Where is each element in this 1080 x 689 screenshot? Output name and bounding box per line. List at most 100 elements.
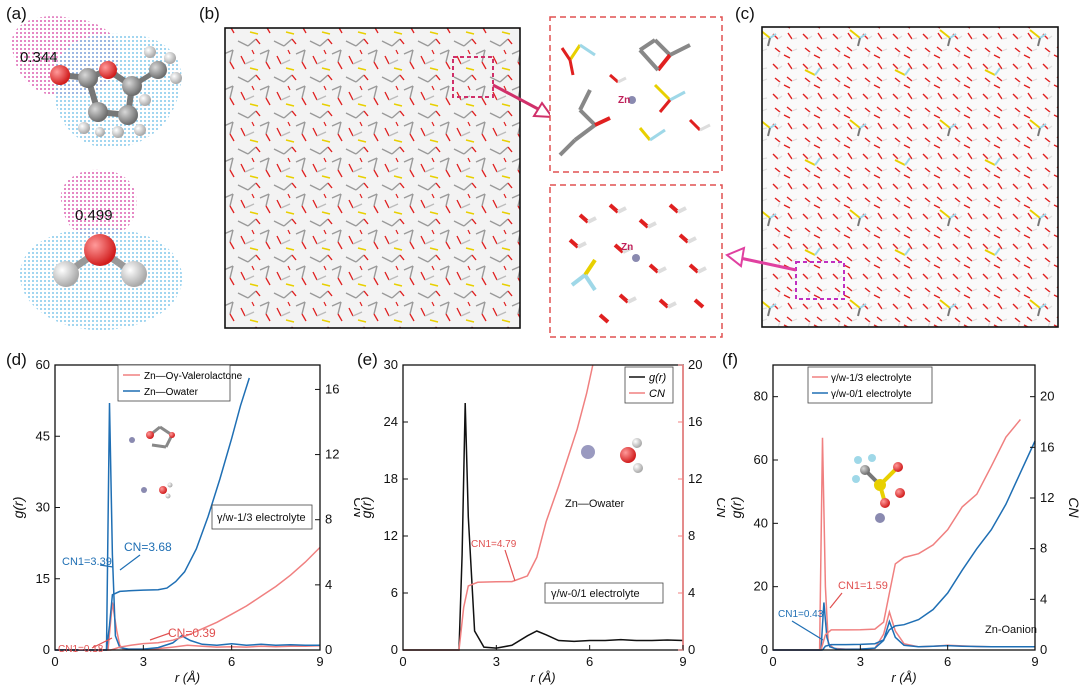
chart-d-xtick-label-1: 3 bbox=[140, 654, 147, 669]
chart-e-xtick-label-0: 0 bbox=[399, 654, 406, 669]
chart-d-inset-molecules bbox=[129, 425, 175, 499]
panel-label-d: (d) bbox=[6, 350, 27, 369]
panel-label-b: (b) bbox=[199, 4, 220, 23]
legend-d-1: Zn—Oγ-Valerolactone bbox=[144, 371, 243, 382]
water-esp-value: 0.499 bbox=[75, 207, 113, 224]
zoom-inset-top bbox=[549, 16, 723, 173]
chart-e-series-1 bbox=[403, 364, 594, 651]
chart-f-y2tick-label-4: 16 bbox=[1040, 439, 1054, 454]
chart-d-y2tick-label-4: 16 bbox=[325, 381, 339, 396]
chart-f-ytick-label-0: 0 bbox=[761, 642, 768, 657]
gvl-esp-positive-surface bbox=[55, 33, 182, 149]
chart-e-y2tick-label-2: 8 bbox=[688, 528, 695, 543]
chart-d-series-2 bbox=[55, 546, 321, 651]
chart-f-series-2 bbox=[773, 419, 1021, 651]
md-box-gvl-water bbox=[225, 28, 520, 328]
chart-f-y2tick-label-0: 0 bbox=[1040, 642, 1047, 657]
chart-e-frame bbox=[402, 364, 684, 651]
chart-e-pair-label: Zn—Owater bbox=[565, 498, 625, 510]
chart-d-xlabel: r (Å) bbox=[175, 670, 200, 685]
md-box-water-frame bbox=[761, 26, 1059, 328]
chart-d-arrow-4 bbox=[149, 632, 171, 641]
chart-f-y2tick-label-1: 4 bbox=[1040, 591, 1047, 606]
chart-f-arrow-2 bbox=[791, 620, 824, 641]
chart-d-y2tick-label-0: 0 bbox=[325, 642, 332, 657]
zoom-arrow-b bbox=[492, 83, 541, 112]
chart-d-series-0 bbox=[55, 602, 321, 651]
chart-f-ytick-label-2: 40 bbox=[754, 515, 768, 530]
chart-d-ytick-label-3: 45 bbox=[36, 428, 50, 443]
chart-e-ytick-label-3: 18 bbox=[384, 471, 398, 486]
chart-f-ann-cn1-blue: CN1=0.43 bbox=[778, 609, 824, 620]
chart-f-inset-anion bbox=[852, 454, 905, 523]
chart-e-y2tick-label-5: 20 bbox=[688, 357, 702, 372]
zoom-inset-bottom-molecules bbox=[568, 203, 707, 324]
chart-e-xtick-label-1: 3 bbox=[493, 654, 500, 669]
md-box-gvl-water-frame bbox=[224, 27, 521, 329]
chart-d-arrow-1 bbox=[99, 564, 114, 568]
chart-d-series-1 bbox=[55, 402, 320, 651]
chart-f-series-3 bbox=[773, 440, 1036, 651]
chart-e-xlabel: r (Å) bbox=[530, 670, 555, 685]
chart-e-y2tick-label-3: 12 bbox=[688, 471, 702, 486]
chart-d-series-3 bbox=[55, 377, 251, 651]
chart-f-arrow-1 bbox=[829, 592, 843, 609]
chart-d-ann-cn-gvl: CN=0.39 bbox=[168, 626, 216, 640]
chart-e-ytick-label-2: 12 bbox=[384, 528, 398, 543]
water-molecule bbox=[53, 234, 147, 287]
chart-f-y2label: CN bbox=[1066, 497, 1080, 518]
chart-d-ann-cn1-gvl: CN1=0.18 bbox=[58, 644, 104, 655]
chart-f-legend: γ/w-1/3 electrolyte γ/w-0/1 electrolyte bbox=[807, 366, 933, 404]
chart-d-ytick-label-0: 0 bbox=[43, 642, 50, 657]
zn-label-bottom: Zn bbox=[621, 242, 633, 253]
chart-d-legend: Zn—Oγ-Valerolactone Zn—Owater bbox=[117, 364, 243, 402]
zoom-arrow-c bbox=[739, 256, 797, 272]
chart-e-ytick-label-0: 0 bbox=[391, 642, 398, 657]
chart-e-legend: g(r) CN bbox=[624, 366, 674, 404]
chart-d-system-label: γ/w-1/3 electrolyte bbox=[217, 512, 306, 524]
chart-e-arrow bbox=[504, 549, 516, 582]
chart-d-ytick-label-2: 30 bbox=[36, 500, 50, 515]
chart-d-ann-cn1-water: CN1=3.39 bbox=[62, 556, 112, 568]
legend-f-1: γ/w-1/3 electrolyte bbox=[831, 373, 912, 384]
zn-label-top: Zn bbox=[618, 95, 630, 106]
zoom-region-b bbox=[452, 56, 494, 98]
chart-d-ann-cn-water: CN=3.68 bbox=[124, 540, 172, 554]
chart-e-y2label: CN bbox=[714, 497, 725, 518]
chart-f-y2tick-label-3: 12 bbox=[1040, 490, 1054, 505]
chart-e-y2tick-label-0: 0 bbox=[688, 642, 695, 657]
chart-d-arrow-3 bbox=[91, 637, 113, 649]
gvl-esp-value: 0.344 bbox=[20, 49, 58, 66]
chart-f-xtick-label-2: 6 bbox=[944, 654, 951, 669]
gvl-molecule bbox=[50, 46, 182, 138]
panel-label-c: (c) bbox=[735, 4, 755, 23]
legend-e-1: g(r) bbox=[649, 372, 666, 384]
chart-d-y2tick-label-1: 4 bbox=[325, 577, 332, 592]
chart-f-ytick-label-1: 20 bbox=[754, 579, 768, 594]
chart-e-inset-molecule bbox=[581, 438, 643, 473]
chart-d-y2tick-label-2: 8 bbox=[325, 512, 332, 527]
chart-e-system-box bbox=[544, 582, 664, 604]
panel-label-a: (a) bbox=[6, 4, 27, 23]
chart-f-y2tick-label-2: 8 bbox=[1040, 541, 1047, 556]
chart-d-y2label: CN bbox=[351, 497, 360, 518]
chart-d-xtick-label-3: 9 bbox=[316, 654, 323, 669]
chart-d-system-box bbox=[211, 504, 313, 530]
chart-d-y2tick-label-3: 12 bbox=[325, 447, 339, 462]
chart-f-ylabel: g(r) bbox=[728, 497, 744, 519]
chart-e-system-label: γ/w-0/1 electrolyte bbox=[551, 588, 640, 600]
chart-f-ytick-label-3: 60 bbox=[754, 452, 768, 467]
chart-f-xlabel: r (Å) bbox=[891, 670, 916, 685]
chart-e-y2tick-label-4: 16 bbox=[688, 414, 702, 429]
chart-e-ylabel: g(r) bbox=[358, 497, 374, 519]
water-esp-negative-surface bbox=[60, 169, 137, 239]
chart-d-xtick-label-2: 6 bbox=[228, 654, 235, 669]
chart-f-y2tick-label-5: 20 bbox=[1040, 389, 1054, 404]
chart-d-ytick-label-1: 15 bbox=[36, 571, 50, 586]
chart-f-ann-cn1-red: CN1=1.59 bbox=[838, 580, 888, 592]
chart-e-ytick-label-1: 6 bbox=[391, 585, 398, 600]
chart-e-ann-cn1: CN1=4.79 bbox=[471, 539, 517, 550]
md-box-water-anions bbox=[762, 27, 1058, 327]
